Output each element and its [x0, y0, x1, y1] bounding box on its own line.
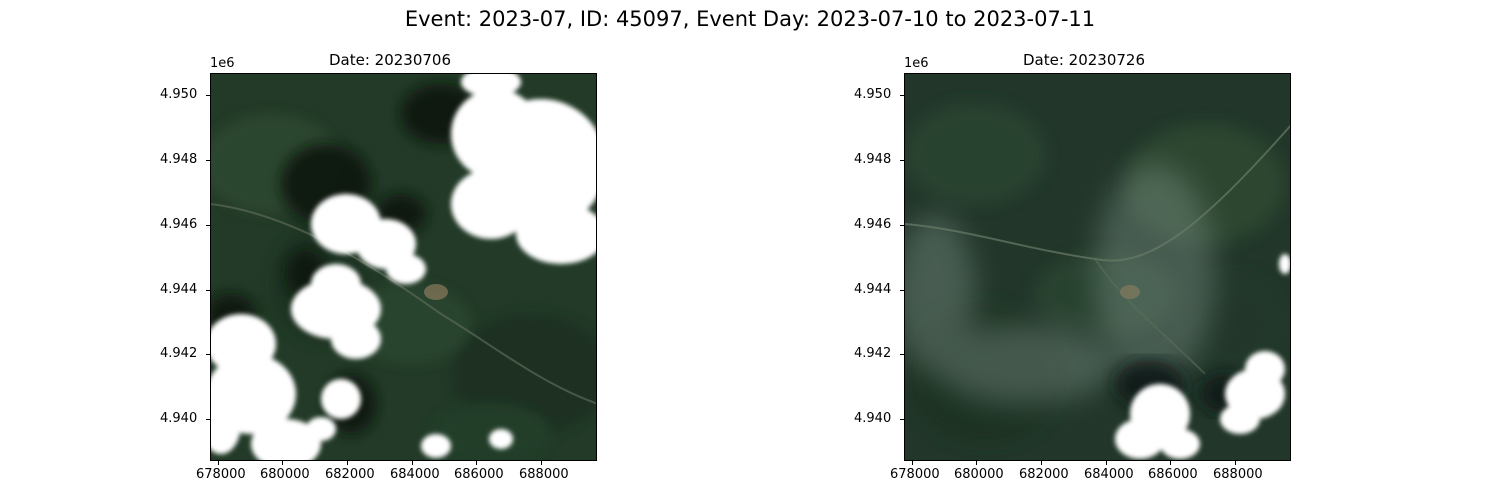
y-tick-label: 4.948	[854, 152, 892, 167]
y-tick-label: 4.950	[160, 87, 198, 102]
x-tick-mark	[218, 461, 219, 465]
x-tick-label: 680000	[260, 467, 310, 482]
satellite-image	[904, 73, 1291, 461]
axis-offset-label: 1e6	[210, 56, 235, 71]
y-tick-label: 4.940	[854, 411, 892, 426]
x-tick-label: 678000	[196, 467, 246, 482]
y-tick-label: 4.950	[854, 87, 892, 102]
axis-offset-label: 1e6	[904, 56, 929, 71]
x-tick-label: 682000	[1019, 467, 1069, 482]
image-panel-left: Date: 20230706 1e6	[160, 48, 597, 498]
x-tick-label: 684000	[390, 467, 440, 482]
x-tick-mark	[1235, 461, 1236, 465]
x-tick-mark	[347, 461, 348, 465]
y-tick-mark	[206, 419, 210, 420]
panel-title: Date: 20230726	[1022, 51, 1146, 69]
x-tick-label: 680000	[954, 467, 1004, 482]
y-tick-label: 4.944	[854, 282, 892, 297]
y-tick-label: 4.948	[160, 152, 198, 167]
x-tick-mark	[912, 461, 913, 465]
x-tick-label: 678000	[890, 467, 940, 482]
x-tick-mark	[541, 461, 542, 465]
panel-title: Date: 20230706	[328, 51, 452, 69]
x-tick-mark	[1041, 461, 1042, 465]
x-tick-mark	[1106, 461, 1107, 465]
y-tick-mark	[900, 290, 904, 291]
x-tick-label: 688000	[519, 467, 569, 482]
y-tick-label: 4.944	[160, 282, 198, 297]
y-tick-label: 4.942	[160, 346, 198, 361]
y-tick-mark	[206, 225, 210, 226]
x-tick-mark	[1170, 461, 1171, 465]
x-tick-label: 682000	[325, 467, 375, 482]
y-tick-mark	[900, 419, 904, 420]
x-tick-label: 688000	[1213, 467, 1263, 482]
y-tick-label: 4.940	[160, 411, 198, 426]
y-tick-mark	[206, 95, 210, 96]
y-tick-label: 4.946	[160, 217, 198, 232]
x-tick-label: 684000	[1084, 467, 1134, 482]
y-tick-mark	[900, 160, 904, 161]
y-tick-mark	[206, 160, 210, 161]
x-tick-mark	[412, 461, 413, 465]
y-tick-label: 4.946	[854, 217, 892, 232]
image-panel-right: Date: 20230726 1e6	[854, 48, 1291, 498]
y-tick-mark	[900, 354, 904, 355]
x-tick-mark	[476, 461, 477, 465]
satellite-image-cloudy	[211, 74, 596, 460]
x-tick-label: 686000	[1148, 467, 1198, 482]
x-tick-label: 686000	[454, 467, 504, 482]
figure-title: Event: 2023-07, ID: 45097, Event Day: 20…	[404, 7, 1096, 31]
satellite-image-clear	[905, 74, 1290, 460]
x-tick-mark	[282, 461, 283, 465]
y-tick-label: 4.942	[854, 346, 892, 361]
satellite-image	[210, 73, 597, 461]
y-tick-mark	[900, 225, 904, 226]
y-tick-mark	[206, 290, 210, 291]
x-tick-mark	[976, 461, 977, 465]
y-tick-mark	[206, 354, 210, 355]
y-tick-mark	[900, 95, 904, 96]
